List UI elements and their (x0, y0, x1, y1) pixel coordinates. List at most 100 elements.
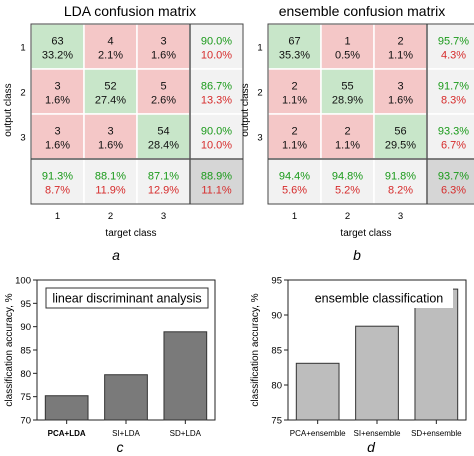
cell-r2-c2-percent: 27.4% (95, 95, 126, 107)
panel-label-d: d (367, 439, 376, 455)
cell-r1-c2-value: 4 (107, 36, 113, 48)
cell-r3-c3-value: 54 (157, 126, 169, 138)
lda-x-axis-label: target class (105, 228, 156, 239)
cell-r1-c2-bg (83, 23, 138, 70)
cell-r1-c3-percent: 1.6% (151, 50, 176, 62)
cell-r2-c3-value: 3 (397, 81, 403, 93)
col-summary-1-percent: 5.6% (282, 185, 307, 197)
cell-r2-c1-percent: 1.6% (45, 95, 70, 107)
x-tick-label-2: SI+ensemble (354, 429, 401, 438)
cell-r1-c3-value: 3 (160, 36, 166, 48)
x-tick-label-3: SD+ensemble (411, 429, 462, 438)
lda-accuracy-bar-chart: classification accuracy, % c 70 75 80 85 90 9… (4, 276, 216, 455)
x-tick-label-1: PCA+LDA (48, 429, 86, 438)
cell-r2-c3-value: 5 (160, 81, 166, 93)
cell-r2-c2-value: 52 (104, 81, 116, 93)
target-class-tick-1: 1 (55, 211, 60, 222)
chart-title: ensemble classification (315, 292, 444, 306)
col-summary-3-value: 87.1% (148, 171, 179, 183)
bar-si-lda (104, 374, 148, 421)
cell-r1-c3-value: 2 (397, 36, 403, 48)
target-class-tick-3: 3 (161, 211, 166, 222)
cell-r2-c1-percent: 1.1% (282, 95, 307, 107)
target-class-tick-2: 2 (345, 211, 350, 222)
target-class-tick-2: 2 (108, 211, 113, 222)
bar-sd-lda (163, 331, 208, 421)
cell-r1-c3-bg (373, 23, 428, 70)
y-tick-label-80: 80 (271, 381, 282, 392)
cell-r3-c3-value: 56 (394, 126, 406, 138)
matrix-frame (30, 23, 244, 205)
ensemble-confusion-matrix: ensemble confusion matrix target class o… (240, 3, 474, 263)
y-tick-label-70: 70 (20, 416, 31, 427)
target-class-tick-3: 3 (398, 211, 403, 222)
cell-r2-c1-value: 3 (54, 81, 60, 93)
cell-r2-c3-percent: 1.6% (388, 95, 413, 107)
panel-label-c: c (117, 439, 124, 455)
cell-r3-c3-percent: 28.4% (148, 140, 179, 152)
bar-sd-ensemble (414, 288, 459, 421)
output-class-tick-1: 1 (20, 43, 25, 54)
matrix-frame (267, 23, 474, 205)
col-summary-3-value: 91.8% (385, 171, 416, 183)
output-class-tick-2: 2 (20, 88, 25, 99)
cell-r1-c3-percent: 1.1% (388, 50, 413, 62)
y-tick-label-85: 85 (271, 346, 282, 357)
row-summary-3-value: 93.3% (438, 126, 469, 138)
cell-r3-c2-percent: 1.6% (98, 140, 123, 152)
cell-r1-c2-bg (320, 23, 375, 70)
y-tick-label-90: 90 (20, 322, 31, 333)
lda-bar-y-axis-label: classification accuracy, % (4, 293, 15, 406)
cell-r3-c2-value: 2 (344, 126, 350, 138)
row-summary-2-percent: 8.3% (441, 95, 466, 107)
col-summary-2-value: 94.8% (332, 171, 363, 183)
cell-r2-c3-bg (373, 68, 428, 115)
cell-r3-c1-percent: 1.6% (45, 140, 70, 152)
cell-r3-c3-percent: 29.5% (385, 140, 416, 152)
cell-r3-c1-percent: 1.1% (282, 140, 307, 152)
lda-matrix-title: LDA confusion matrix (64, 3, 196, 19)
row-summary-3-value: 90.0% (201, 126, 232, 138)
chart-title-box (305, 288, 453, 308)
cell-r1-c2-value: 1 (344, 36, 350, 48)
cell-r1-c1-percent: 33.2% (42, 50, 73, 62)
cell-r2-c3-percent: 2.6% (151, 95, 176, 107)
ensemble-matrix-title: ensemble confusion matrix (279, 3, 446, 19)
panel-label-b: b (353, 247, 361, 263)
cell-r3-c1-value: 2 (291, 126, 297, 138)
cell-r3-c2-bg (83, 113, 138, 160)
bar-pca-lda (44, 395, 89, 421)
overall-accuracy-percent: 11.1% (201, 185, 232, 197)
x-tick-label-3: SD+LDA (170, 429, 202, 438)
panel-label-a: a (112, 247, 120, 263)
cell-r3-c1-value: 3 (54, 126, 60, 138)
row-summary-1-value: 95.7% (438, 36, 469, 48)
x-tick-label-2: SI+LDA (112, 429, 140, 438)
cell-r2-c2-bg (83, 68, 138, 115)
output-class-tick-3: 3 (20, 133, 25, 144)
cell-r1-c1-value: 63 (51, 36, 63, 48)
y-tick-label-75: 75 (20, 392, 31, 403)
overall-accuracy-percent: 6.3% (441, 185, 466, 197)
col-summary-3-percent: 8.2% (388, 185, 413, 197)
row-summary-1-percent: 10.0% (201, 50, 232, 62)
target-class-tick-1: 1 (292, 211, 297, 222)
output-class-tick-1: 1 (257, 43, 262, 54)
row-summary-1-percent: 4.3% (441, 50, 466, 62)
y-tick-label-80: 80 (20, 369, 31, 380)
col-summary-3-bg (373, 158, 428, 205)
ensemble-accuracy-bar-chart: classification accuracy, % d 75 80 85 90 95 P… (250, 276, 467, 455)
y-tick-label-85: 85 (20, 346, 31, 357)
bar-pca-ensemble (295, 362, 340, 421)
ensemble-x-axis-label: target class (340, 228, 391, 239)
row-summary-2-value: 86.7% (201, 81, 232, 93)
chart-title: linear discriminant analysis (52, 292, 201, 306)
col-summary-1-value: 91.3% (42, 171, 73, 183)
cell-r2-c1-value: 2 (291, 81, 297, 93)
output-class-tick-2: 2 (257, 88, 262, 99)
bar-si-ensemble (355, 325, 399, 421)
chart-title-box (45, 287, 209, 309)
col-summary-1-value: 94.4% (279, 171, 310, 183)
row-summary-1-value: 90.0% (201, 36, 232, 48)
cell-r1-c2-percent: 0.5% (335, 50, 360, 62)
